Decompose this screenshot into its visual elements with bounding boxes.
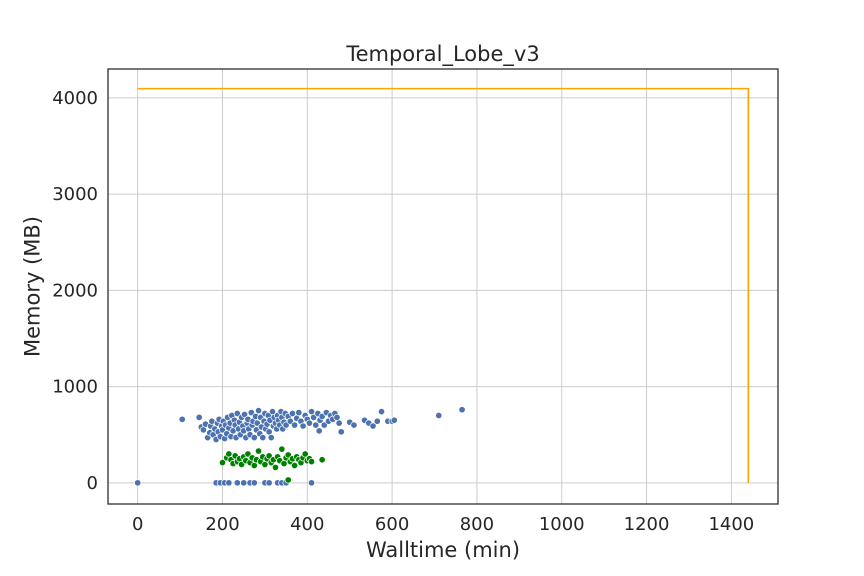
y-tick-label: 0 bbox=[87, 473, 98, 494]
data-point bbox=[254, 447, 263, 455]
data-point bbox=[278, 445, 286, 453]
data-point bbox=[195, 413, 203, 421]
data-point bbox=[318, 456, 326, 464]
data-point bbox=[225, 479, 233, 487]
data-point bbox=[178, 415, 186, 423]
data-point bbox=[458, 406, 466, 414]
data-point bbox=[307, 479, 316, 487]
y-tick-label: 2000 bbox=[52, 280, 98, 301]
y-tick-label: 1000 bbox=[52, 377, 98, 398]
x-tick-label: 400 bbox=[290, 514, 324, 535]
data-point bbox=[254, 407, 263, 415]
data-point bbox=[312, 421, 320, 429]
data-point bbox=[250, 434, 258, 442]
data-point bbox=[435, 411, 443, 420]
data-point bbox=[284, 476, 292, 484]
data-point bbox=[305, 419, 313, 427]
data-point bbox=[233, 479, 241, 487]
data-point bbox=[259, 434, 267, 442]
data-point bbox=[301, 450, 309, 458]
x-tick-label: 1400 bbox=[708, 514, 754, 535]
tick-labels: 0 200 400 600 800 1000 1200 1400 0 1000 2000 3000 40… bbox=[52, 88, 754, 535]
data-point bbox=[337, 428, 345, 436]
grid bbox=[108, 69, 778, 504]
data-point bbox=[350, 421, 358, 429]
data-point bbox=[390, 416, 398, 424]
y-tick-label: 4000 bbox=[52, 88, 98, 109]
data-point bbox=[307, 458, 316, 466]
x-tick-label: 600 bbox=[375, 514, 409, 535]
data-point bbox=[299, 422, 307, 430]
data-point bbox=[250, 479, 258, 487]
x-tick-label: 800 bbox=[460, 514, 494, 535]
data-point bbox=[271, 463, 280, 471]
data-point bbox=[369, 422, 377, 430]
data-point bbox=[373, 417, 381, 425]
data-point bbox=[315, 427, 323, 435]
data-point bbox=[377, 408, 386, 416]
data-point bbox=[335, 419, 343, 427]
data-point bbox=[291, 461, 299, 470]
chart-title: Temporal_Lobe_v3 bbox=[345, 42, 539, 67]
data-point bbox=[265, 479, 273, 487]
y-axis-label: Memory (MB) bbox=[20, 216, 44, 357]
points-layer bbox=[134, 406, 466, 487]
data-point bbox=[240, 410, 249, 419]
data-point bbox=[134, 479, 142, 487]
x-tick-label: 1200 bbox=[624, 514, 670, 535]
data-point bbox=[240, 479, 248, 487]
x-tick-label: 0 bbox=[132, 514, 143, 535]
limit-line-layer bbox=[137, 87, 750, 483]
memory-limit-line bbox=[137, 87, 750, 483]
data-point bbox=[295, 409, 303, 417]
data-point bbox=[218, 459, 227, 467]
x-axis-label: Walltime (min) bbox=[366, 538, 520, 562]
x-tick-label: 200 bbox=[205, 514, 239, 535]
y-tick-label: 3000 bbox=[52, 184, 98, 205]
data-point bbox=[267, 434, 275, 442]
x-tick-label: 1000 bbox=[539, 514, 585, 535]
data-point bbox=[291, 421, 299, 429]
plot-area-frame bbox=[107, 68, 779, 505]
